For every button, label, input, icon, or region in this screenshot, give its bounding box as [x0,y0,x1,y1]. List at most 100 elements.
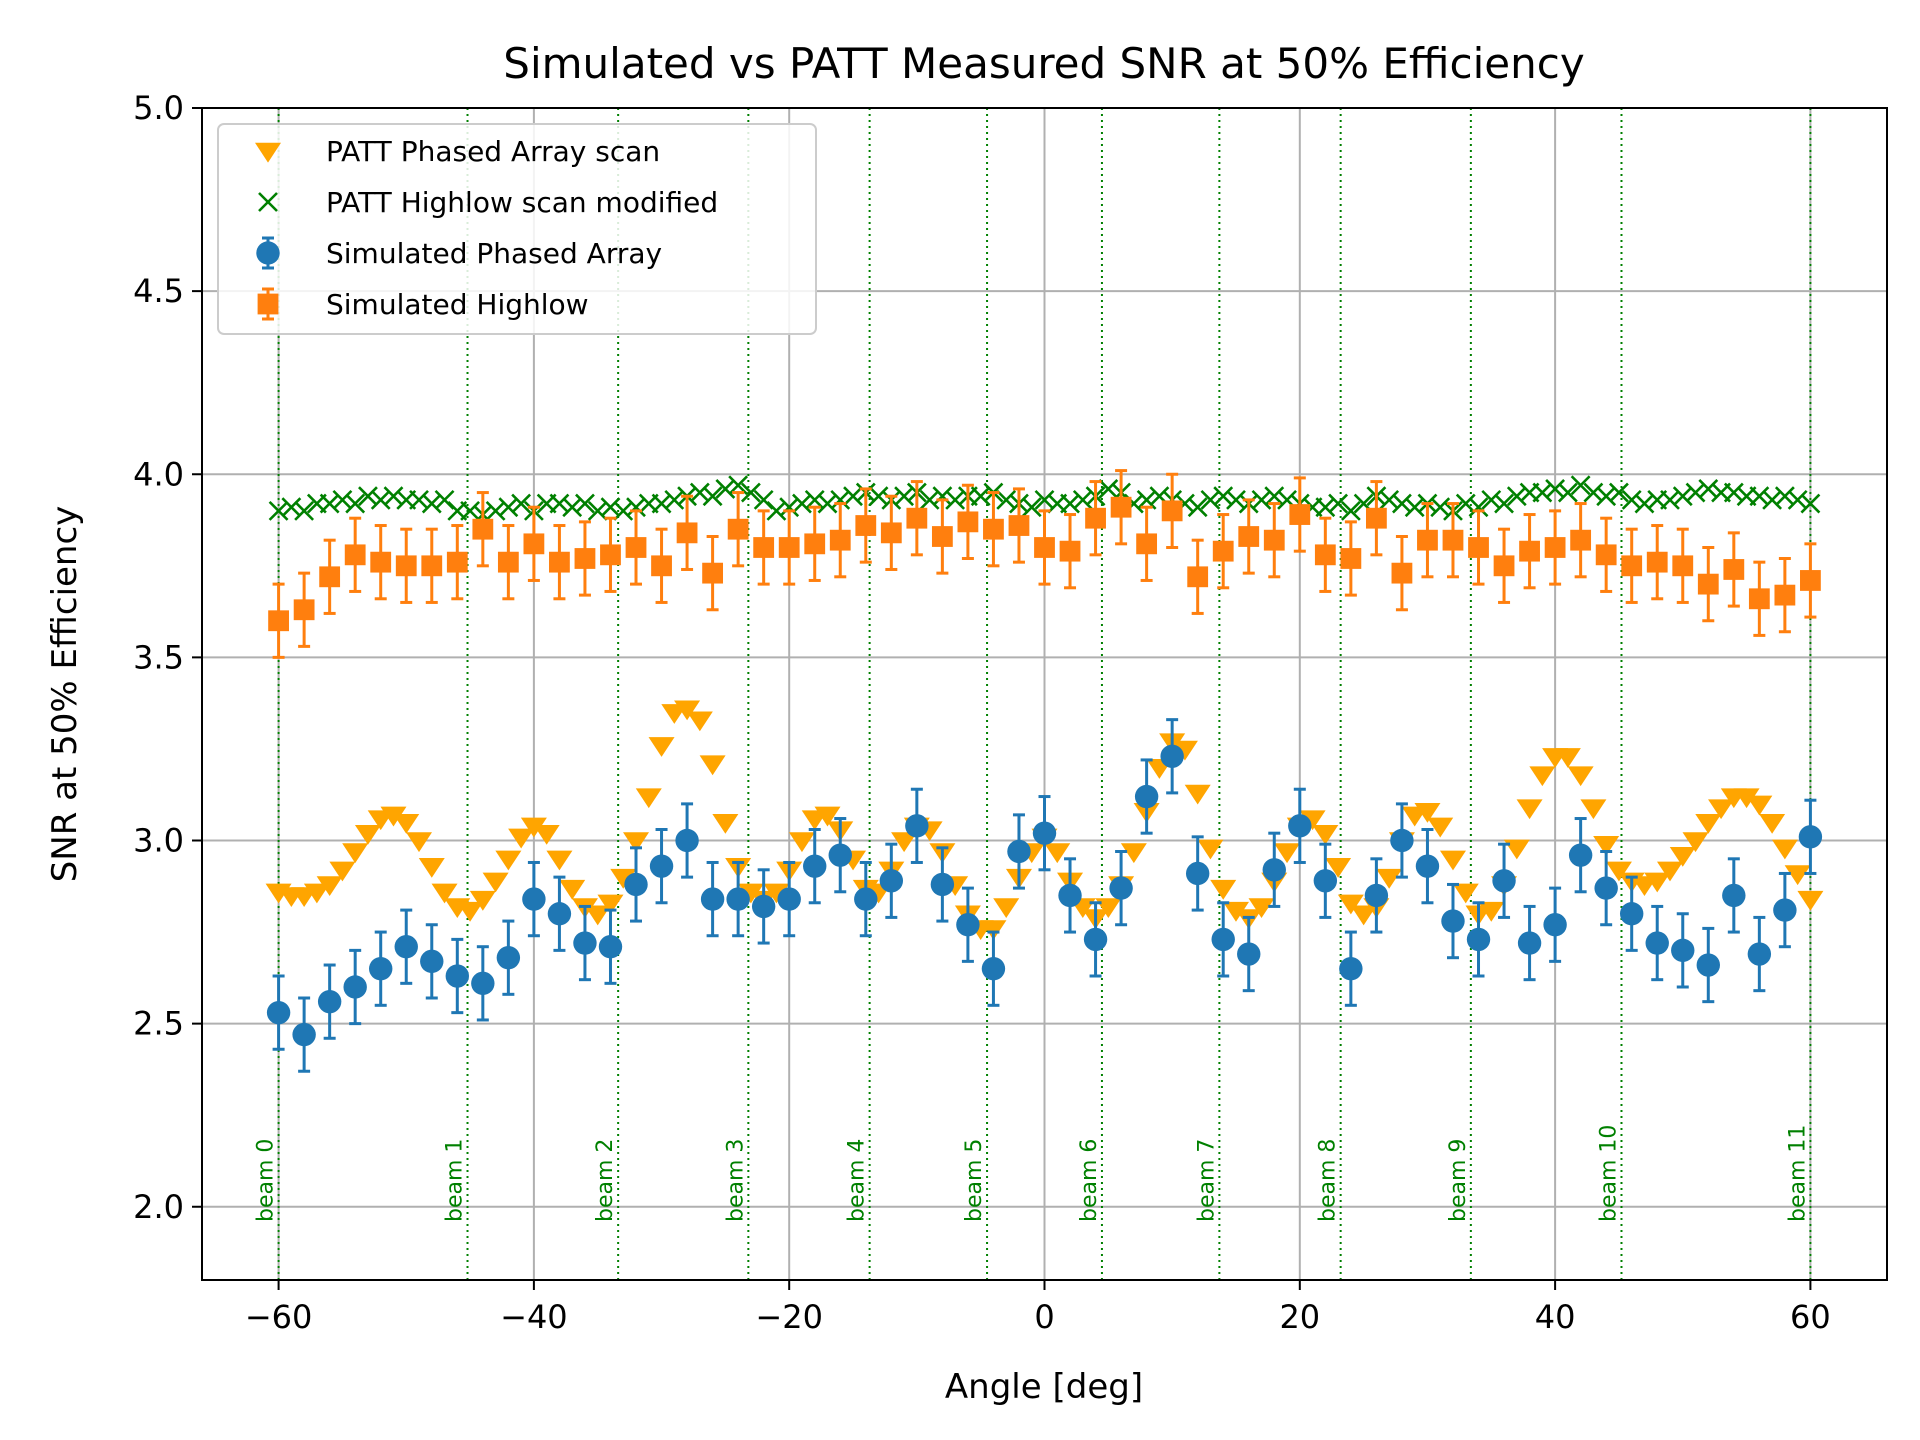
legend-item: PATT Phased Array scan [255,135,660,168]
data-point-stroke [1251,489,1272,510]
data-point [370,489,391,510]
data-point [980,920,1007,941]
data-point-stroke [258,192,278,212]
data-point [1212,540,1234,562]
data-point [1060,493,1080,514]
data-point [303,883,330,904]
legend-item: Simulated Highlow [257,287,589,321]
data-point [1594,876,1618,900]
data-point [1452,883,1479,904]
beam-label: beam 2 [593,1139,618,1222]
data-point-stroke [753,489,774,510]
data-point [699,755,726,776]
data-point [919,489,940,510]
data-point-stroke [1021,497,1042,518]
data-point [1211,927,1235,952]
data-point [1340,548,1362,569]
data-point [1213,486,1234,507]
data-point [1415,854,1440,878]
data-point [894,486,915,507]
data-point [715,478,736,499]
data-point-stroke [1596,486,1617,507]
data-point-stroke [1187,497,1208,518]
data-point-stroke [1226,489,1246,510]
data-point-stroke [485,500,506,521]
y-tick-label: 5.0 [133,89,184,127]
data-point [1098,478,1119,499]
data-point [1529,766,1556,787]
beam-label: beam 4 [845,1139,870,1222]
data-point [829,529,851,551]
data-point-stroke [1787,489,1808,510]
data-point [1350,905,1377,926]
data-point-stroke [1060,493,1080,514]
data-point [597,894,624,915]
data-point [1749,486,1770,507]
data-point [1376,868,1403,889]
beam-label: beam 8 [1316,1139,1341,1222]
data-point [1685,482,1706,503]
data-point [496,946,521,970]
axis-ticks: −60 −40 −20 0 20 40 60 2.0 2.5 3.0 3.5 4.0 4.5 5.0 [133,89,1831,1336]
y-tick-label: 3.5 [133,638,184,676]
beam-label: beam 5 [962,1139,987,1222]
data-point [266,1000,291,1025]
data-point [460,500,480,521]
data-point-stroke [843,486,863,507]
data-point [1645,931,1669,955]
data-point [549,493,570,514]
data-point-stroke [651,493,672,514]
data-point [651,555,672,577]
data-point-stroke [919,489,940,510]
data-point [1800,493,1821,514]
data-point-stroke [268,500,289,521]
data-point [635,788,662,809]
data-point-stroke [345,493,366,514]
x-tick-label: 40 [1535,1298,1576,1336]
data-point [316,876,343,897]
data-point [779,497,800,518]
data-point [1134,784,1159,809]
data-point-stroke [945,489,966,510]
data-point [268,500,289,521]
data-point [648,737,675,757]
x-tick-label: 0 [1034,1298,1054,1336]
data-point [970,486,991,507]
data-point [383,486,404,507]
data-point-stroke [1672,486,1693,507]
beam-label: beam 7 [1194,1139,1219,1222]
data-point [1568,843,1593,867]
data-point [598,935,623,959]
data-point-stroke [1660,489,1680,510]
data-point-stroke [1277,489,1297,510]
data-point [1660,489,1680,510]
beam-label: beam 0 [254,1139,279,1222]
data-point [1289,504,1311,525]
data-point [409,489,429,510]
data-point-stroke [1149,486,1170,507]
beam-lines: beam 0 beam 1 beam 2 beam 3 beam 4 beam 5 beam… [254,108,1812,1280]
chart-title: Simulated vs PATT Measured SNR at 50% Ef… [503,39,1584,88]
data-point [268,610,289,632]
data-point-stroke [932,486,953,507]
data-point [354,824,381,845]
data-point-stroke [613,500,634,521]
data-point [1187,566,1209,588]
data-point [1621,489,1642,510]
data-point [996,489,1017,510]
data-point [1554,748,1581,768]
data-point-stroke [689,482,710,503]
data-point [255,142,281,163]
data-point [562,497,583,518]
data-point-stroke [1800,493,1821,514]
data-point [1059,540,1081,562]
data-point [511,493,532,514]
data-point-stroke [498,497,519,518]
data-point [1773,898,1797,922]
data-point [1007,839,1031,864]
x-axis-label: Angle [deg] [945,1367,1143,1407]
data-point-stroke [830,489,851,510]
data-point [993,898,1020,919]
data-point-stroke [1353,493,1374,514]
